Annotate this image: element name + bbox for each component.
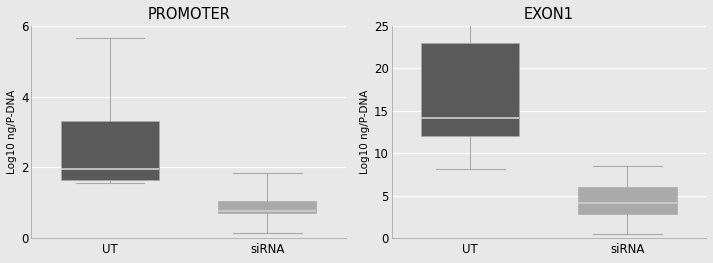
- Bar: [218, 201, 317, 214]
- Bar: [578, 187, 677, 214]
- Y-axis label: Log10 ng/P-DNA: Log10 ng/P-DNA: [7, 90, 17, 174]
- Bar: [61, 122, 159, 180]
- Title: EXON1: EXON1: [524, 7, 574, 22]
- Bar: [421, 43, 519, 136]
- Title: PROMOTER: PROMOTER: [147, 7, 230, 22]
- Y-axis label: Log10 ng/P-DNA: Log10 ng/P-DNA: [360, 90, 370, 174]
